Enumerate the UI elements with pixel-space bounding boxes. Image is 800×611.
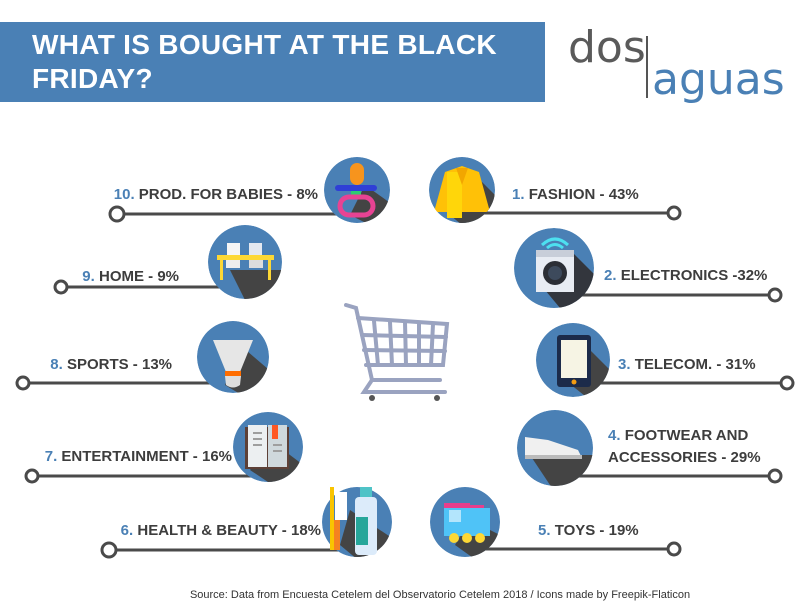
pacifier-icon <box>324 157 390 223</box>
table-chairs-icon <box>208 225 282 299</box>
shopping-cart-icon <box>344 303 450 401</box>
toy-train-icon <box>430 487 500 557</box>
endpoint-4 <box>767 468 783 484</box>
item-label-7: 7. ENTERTAINMENT - 16% <box>45 448 232 465</box>
endpoint-7 <box>24 468 40 484</box>
tablet-icon <box>536 323 610 397</box>
endpoint-5 <box>666 541 682 557</box>
shoe-icon <box>517 410 593 486</box>
logo-divider <box>646 36 648 98</box>
endpoint-6 <box>100 541 118 559</box>
item-label-4-line2: ACCESSORIES - 29% <box>608 449 761 466</box>
item-label-1: 1. FASHION - 43% <box>512 186 639 203</box>
toiletries-icon <box>322 487 392 557</box>
washing-machine-icon <box>514 228 594 308</box>
endpoint-2 <box>767 287 783 303</box>
logo-part1: dos <box>568 22 646 73</box>
endpoint-8 <box>15 375 31 391</box>
jacket-icon <box>429 157 495 223</box>
item-label-9: 9. HOME - 9% <box>82 268 179 285</box>
book-icon <box>233 412 303 482</box>
item-label-6: 6. HEALTH & BEAUTY - 18% <box>121 522 321 539</box>
endpoint-9 <box>53 279 69 295</box>
item-label-3: 3. TELECOM. - 31% <box>618 356 756 373</box>
item-label-5: 5. TOYS - 19% <box>538 522 639 539</box>
endpoint-10 <box>108 205 126 223</box>
shuttlecock-icon <box>197 321 269 393</box>
item-label-4: 4. FOOTWEAR AND <box>608 427 748 444</box>
endpoint-1 <box>666 205 682 221</box>
source-note: Source: Data from Encuesta Cetelem del O… <box>189 589 691 601</box>
page-title: WHAT IS BOUGHT AT THE BLACK FRIDAY? <box>32 29 497 94</box>
item-label-10: 10. PROD. FOR BABIES - 8% <box>114 186 318 203</box>
item-label-2: 2. ELECTRONICS -32% <box>604 267 767 284</box>
title-banner: WHAT IS BOUGHT AT THE BLACK FRIDAY? <box>0 22 545 102</box>
item-label-8: 8. SPORTS - 13% <box>50 356 172 373</box>
endpoint-3 <box>779 375 795 391</box>
logo-part2: aguas <box>652 54 785 105</box>
